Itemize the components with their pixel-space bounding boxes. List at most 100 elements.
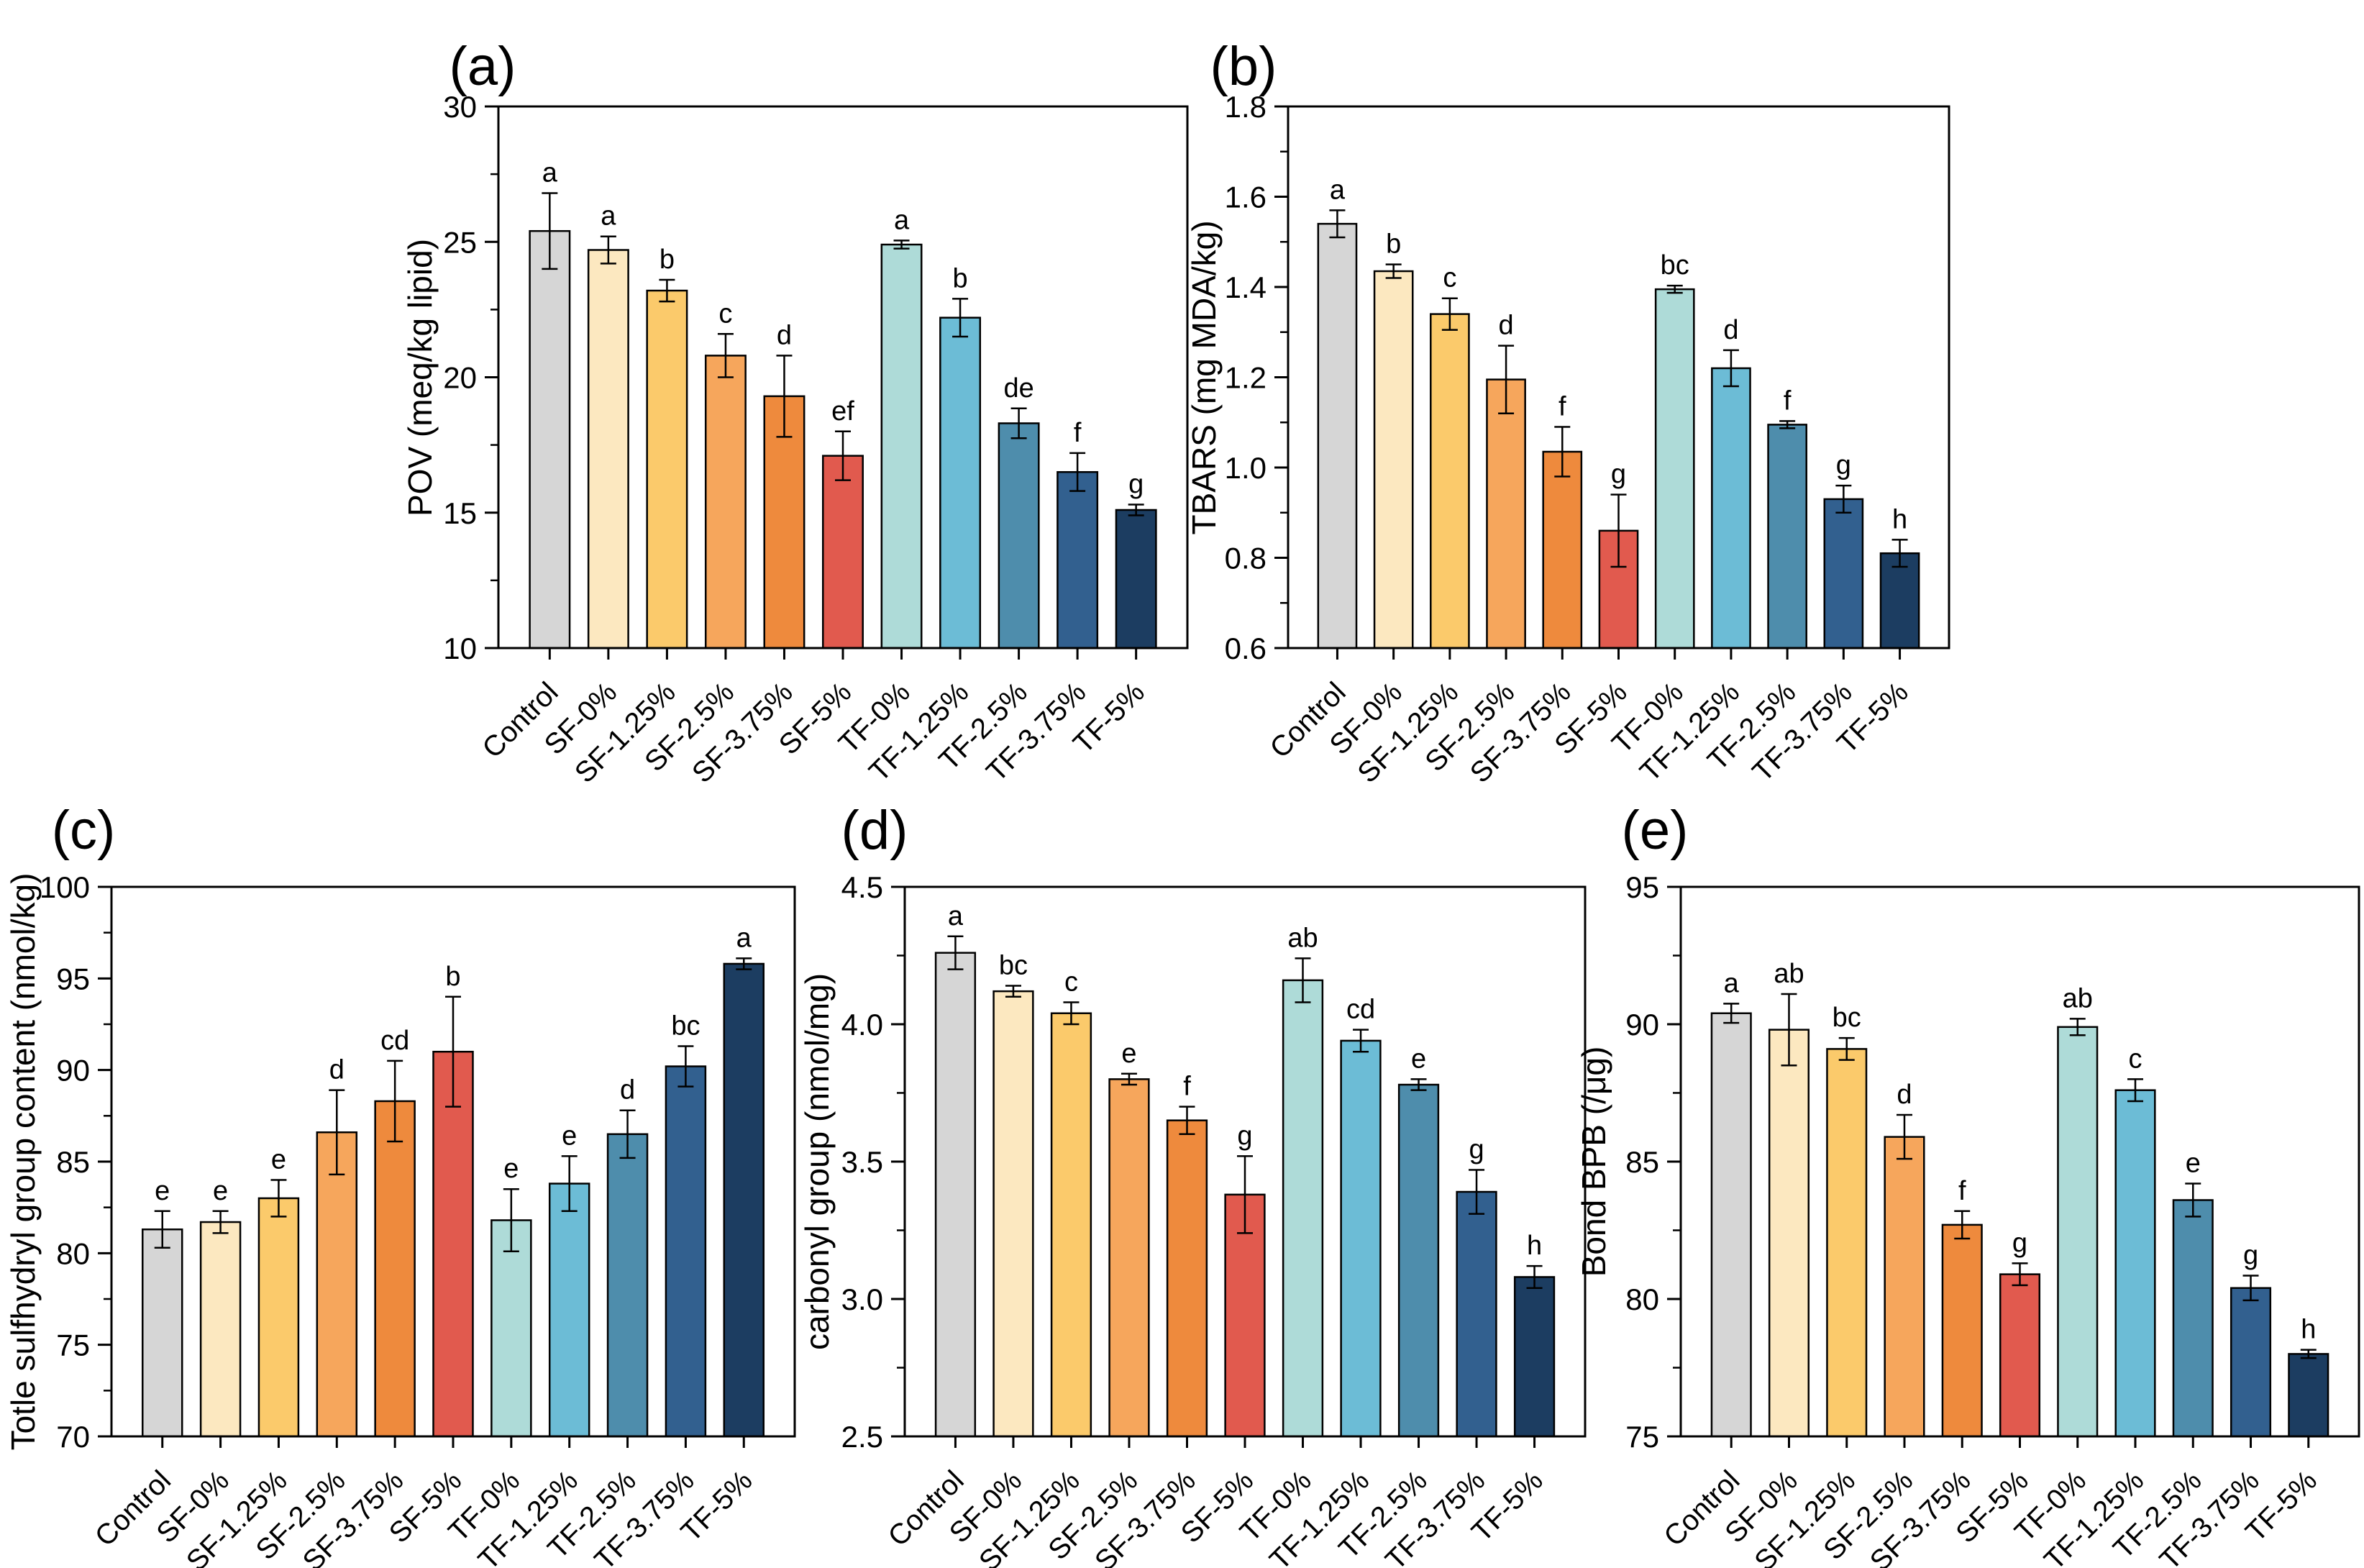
sig-letter: h	[2301, 1315, 2316, 1345]
bar-tf-5-	[2288, 1353, 2329, 1438]
sig-letter: ab	[1774, 959, 1804, 989]
y-tick-label: 1.0	[1225, 451, 1267, 485]
sig-letter: f	[1784, 386, 1792, 416]
bar-sf-0-	[587, 249, 629, 649]
y-tick-label: 3.5	[841, 1145, 883, 1179]
sig-letter: f	[1183, 1072, 1191, 1102]
y-tick-label: 95	[1625, 870, 1659, 904]
y-tick-label: 85	[1625, 1145, 1659, 1179]
panel-b-y-axis-title: TBARS (mg MDA/kg)	[1185, 220, 1223, 534]
panel-e-y-axis-title: Bond BPB (/μg)	[1575, 1047, 1612, 1277]
y-tick-label: 25	[443, 225, 477, 259]
y-tick-label: 10	[443, 632, 477, 665]
bar-sf-1-25-	[646, 289, 688, 649]
y-tick-label: 1.2	[1225, 361, 1267, 395]
bar-control	[1317, 222, 1358, 649]
sig-letter: d	[329, 1055, 344, 1085]
sig-letter: d	[620, 1075, 635, 1106]
sig-letter: g	[1611, 460, 1626, 490]
bar-tf-2-5-	[1767, 424, 1807, 649]
y-tick-label: 75	[1625, 1420, 1659, 1454]
y-tick-label: 85	[56, 1145, 90, 1179]
sig-letter: b	[445, 962, 460, 992]
y-tick-label: 15	[443, 496, 477, 530]
bar-sf-2-5-	[1884, 1136, 1925, 1438]
sig-letter: e	[271, 1144, 286, 1175]
bar-tf-0-	[1282, 979, 1324, 1438]
panel-a-letter: (a)	[449, 36, 516, 97]
sig-letter: g	[2243, 1241, 2258, 1271]
bar-sf-3-75-	[1542, 450, 1583, 649]
bar-tf-0-	[1654, 288, 1695, 649]
panel-d-letter: (d)	[841, 800, 908, 861]
bar-tf-0-	[490, 1219, 532, 1438]
sig-letter: bc	[1661, 250, 1689, 281]
bar-tf-1-25-	[548, 1182, 590, 1438]
sig-letter: d	[777, 320, 792, 350]
y-tick-label: 1.6	[1225, 181, 1267, 214]
sig-letter: g	[1836, 450, 1851, 480]
sig-letter: e	[1121, 1039, 1136, 1069]
sig-letter: g	[1128, 469, 1144, 499]
sig-letter: e	[1411, 1044, 1426, 1074]
bar-tf-2-5-	[2172, 1199, 2214, 1438]
bar-tf-3-75-	[1057, 471, 1099, 649]
bar-control	[142, 1228, 183, 1438]
sig-letter: bc	[999, 951, 1028, 981]
y-tick-label: 0.8	[1225, 542, 1267, 575]
sig-letter: de	[1003, 373, 1033, 404]
bar-tf-1-25-	[939, 316, 982, 649]
y-tick-label: 2.5	[841, 1420, 883, 1454]
sig-letter: e	[155, 1176, 170, 1206]
bar-sf-1-25-	[1826, 1048, 1868, 1438]
sig-letter: d	[1723, 315, 1738, 345]
bar-tf-0-	[2057, 1026, 2099, 1438]
sig-letter: a	[601, 201, 616, 232]
y-tick-label: 1.4	[1225, 270, 1267, 304]
y-tick-label: 100	[40, 870, 90, 904]
sig-letter: bc	[671, 1011, 700, 1041]
bar-tf-1-25-	[2114, 1089, 2156, 1438]
sig-letter: e	[503, 1154, 519, 1184]
bar-sf-5-	[1999, 1273, 2041, 1438]
y-tick-label: 90	[1625, 1008, 1659, 1041]
y-tick-label: 4.5	[841, 870, 883, 904]
bar-tf-5-	[1513, 1276, 1556, 1438]
sig-letter: h	[1892, 504, 1907, 534]
y-tick-label: 90	[56, 1054, 90, 1088]
bar-sf-3-75-	[1166, 1119, 1208, 1438]
bar-tf-5-	[1115, 509, 1157, 649]
sig-letter: ab	[2063, 983, 2093, 1013]
panel-e-letter: (e)	[1622, 800, 1689, 861]
panel-c-y-axis-title: Totle sulfhydryl group content (nmol/kg)	[4, 873, 42, 1451]
sig-letter: e	[2186, 1149, 2201, 1179]
bar-tf-5-	[1879, 552, 1920, 649]
y-tick-label: 70	[56, 1420, 90, 1454]
sig-letter: a	[894, 205, 910, 235]
y-tick-label: 80	[56, 1236, 90, 1270]
y-tick-label: 20	[443, 361, 477, 395]
bar-control	[1710, 1012, 1752, 1438]
bar-tf-5-	[723, 962, 765, 1438]
sig-letter: b	[952, 263, 967, 293]
sig-letter: cd	[1346, 995, 1375, 1025]
sig-letter: g	[1237, 1121, 1252, 1151]
sig-letter: a	[542, 158, 558, 188]
y-tick-label: 4.0	[841, 1008, 883, 1041]
sig-letter: a	[1724, 968, 1740, 998]
sig-letter: c	[1443, 263, 1456, 293]
y-tick-label: 80	[1625, 1282, 1659, 1316]
sig-letter: e	[213, 1176, 228, 1206]
bar-sf-3-75-	[1941, 1223, 1983, 1438]
sig-letter: cd	[380, 1026, 409, 1056]
y-tick-label: 1.8	[1225, 90, 1267, 124]
bar-sf-0-	[1373, 270, 1414, 649]
sig-letter: ef	[831, 396, 854, 427]
sig-letter: c	[2129, 1044, 2142, 1074]
sig-letter: a	[948, 901, 964, 931]
sig-letter: d	[1897, 1080, 1912, 1110]
